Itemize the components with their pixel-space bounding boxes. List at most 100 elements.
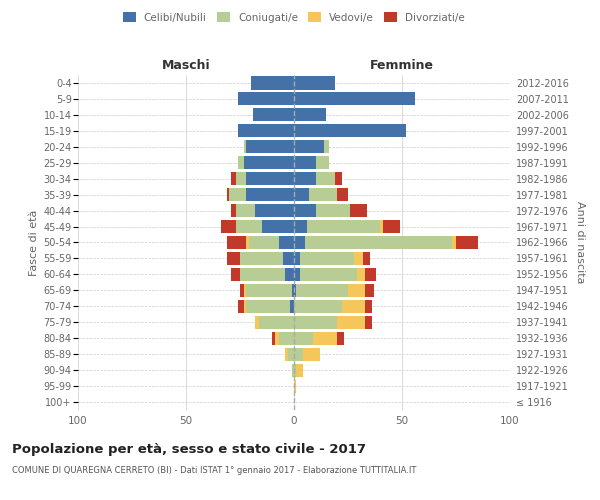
Bar [292,364,294,376]
Text: Femmine: Femmine [370,59,434,72]
Bar [275,332,279,345]
Bar [290,300,294,313]
Bar [255,316,259,329]
Bar [301,268,356,281]
Bar [294,76,335,90]
Bar [294,172,316,185]
Bar [253,108,294,122]
Text: COMUNE DI QUAREGNA CERRETO (BI) - Dati ISTAT 1° gennaio 2017 - Elaborazione TUTT: COMUNE DI QUAREGNA CERRETO (BI) - Dati I… [12,466,416,475]
Bar [335,172,341,185]
Bar [279,236,294,249]
Bar [337,332,344,345]
Bar [229,188,247,201]
Bar [238,300,244,313]
Bar [294,124,406,138]
Bar [294,380,296,392]
Bar [294,268,301,281]
Bar [247,284,292,297]
Bar [240,268,286,281]
Bar [365,268,376,281]
Bar [294,364,296,376]
Bar [255,204,294,217]
Bar [227,252,240,265]
Bar [341,300,365,313]
Bar [294,108,326,122]
Bar [383,220,400,233]
Bar [247,172,294,185]
Bar [307,220,380,233]
Bar [238,92,294,106]
Bar [365,284,374,297]
Bar [456,236,478,249]
Bar [348,284,365,297]
Bar [296,364,302,376]
Bar [248,236,279,249]
Bar [262,220,294,233]
Bar [316,156,329,170]
Bar [279,332,294,345]
Bar [232,268,240,281]
Bar [365,316,372,329]
Bar [238,124,294,138]
Bar [294,220,307,233]
Bar [294,316,337,329]
Bar [294,188,309,201]
Bar [294,332,313,345]
Bar [294,348,302,360]
Bar [355,252,363,265]
Text: Maschi: Maschi [161,59,211,72]
Bar [244,140,247,153]
Bar [283,252,294,265]
Text: Popolazione per età, sesso e stato civile - 2017: Popolazione per età, sesso e stato civil… [12,442,366,456]
Bar [251,76,294,90]
Bar [301,252,355,265]
Bar [363,252,370,265]
Bar [337,316,365,329]
Bar [356,268,365,281]
Bar [227,188,229,201]
Bar [247,300,290,313]
Bar [350,204,367,217]
Bar [247,140,294,153]
Y-axis label: Fasce di età: Fasce di età [29,210,39,276]
Bar [240,284,244,297]
Bar [236,204,255,217]
Bar [294,204,316,217]
Bar [272,332,275,345]
Bar [244,300,247,313]
Bar [221,220,236,233]
Bar [232,172,236,185]
Bar [232,204,236,217]
Bar [259,316,294,329]
Bar [302,348,320,360]
Bar [294,236,305,249]
Bar [294,252,301,265]
Bar [294,156,316,170]
Bar [305,236,452,249]
Bar [238,156,244,170]
Bar [313,332,337,345]
Bar [244,284,247,297]
Bar [236,220,262,233]
Bar [316,204,350,217]
Bar [294,140,324,153]
Bar [365,300,372,313]
Bar [337,188,348,201]
Bar [244,156,294,170]
Bar [247,188,294,201]
Bar [286,348,287,360]
Bar [316,172,335,185]
Bar [286,268,294,281]
Bar [236,172,247,185]
Y-axis label: Anni di nascita: Anni di nascita [575,201,584,284]
Bar [247,236,248,249]
Bar [309,188,337,201]
Bar [452,236,456,249]
Bar [292,284,294,297]
Bar [380,220,383,233]
Bar [294,284,296,297]
Bar [227,236,247,249]
Bar [294,300,341,313]
Legend: Celibi/Nubili, Coniugati/e, Vedovi/e, Divorziati/e: Celibi/Nubili, Coniugati/e, Vedovi/e, Di… [121,10,467,24]
Bar [324,140,329,153]
